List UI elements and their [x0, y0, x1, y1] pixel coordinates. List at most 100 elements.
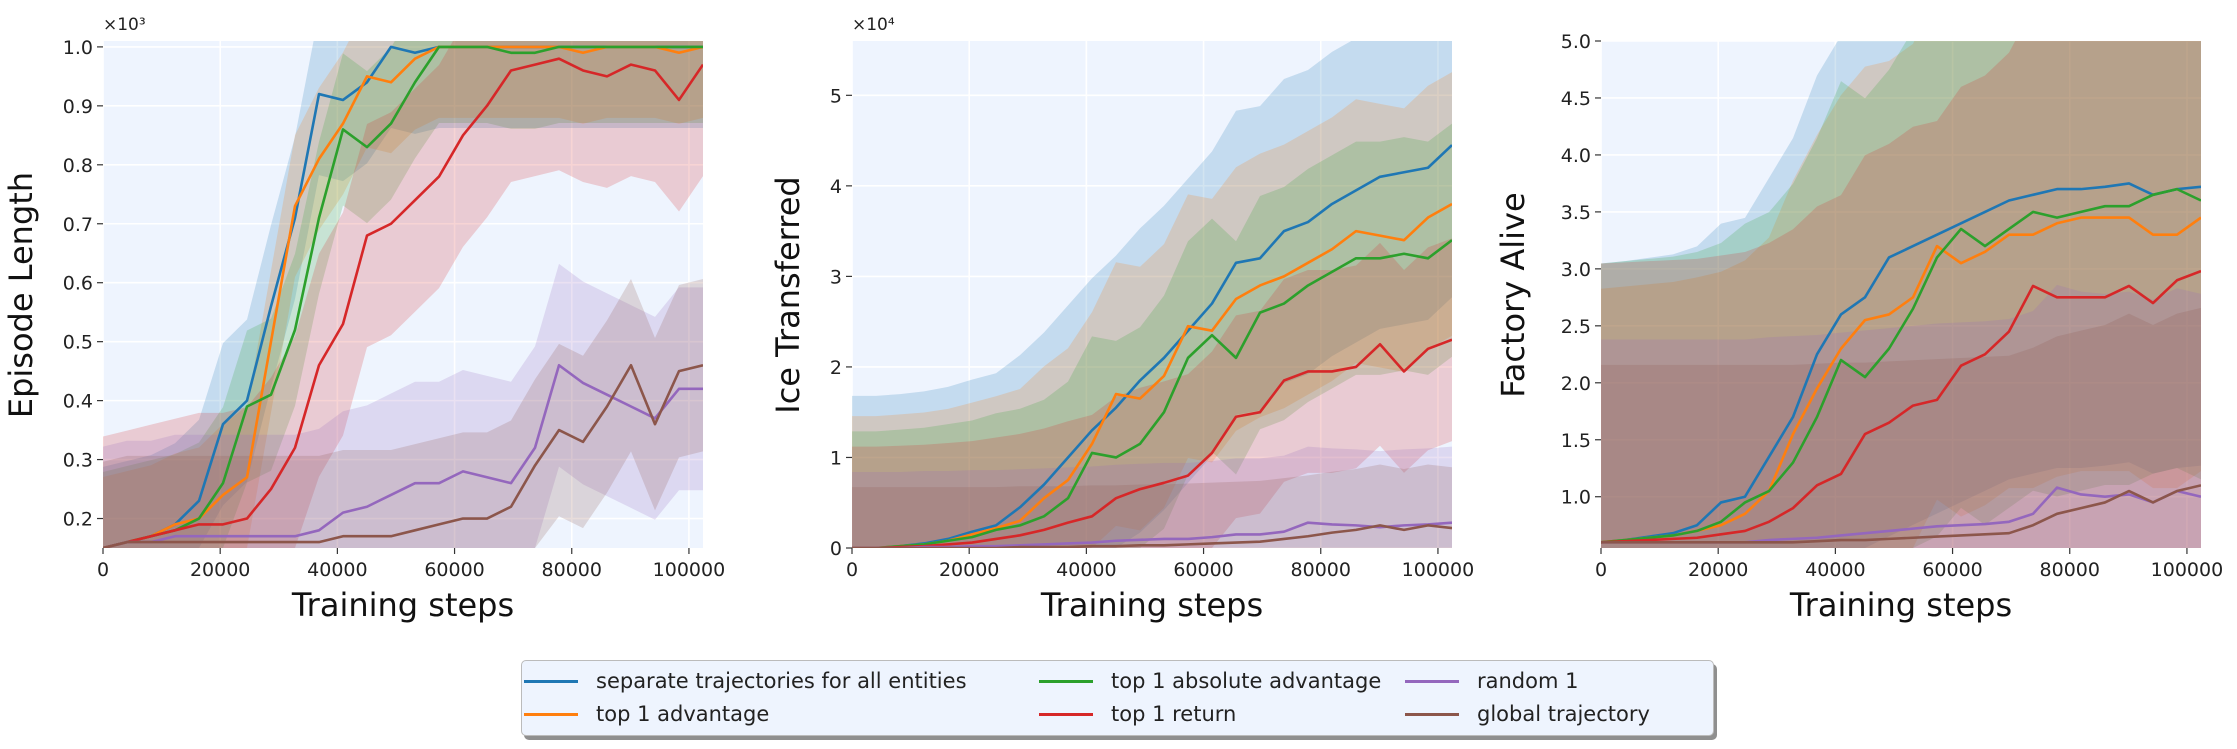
- legend-line-global: [1405, 712, 1459, 716]
- series-band: [103, 41, 703, 548]
- y-tick-label: 0.3: [63, 450, 93, 472]
- series-band: [1601, 41, 2201, 548]
- y-tick-label: 2: [830, 357, 842, 379]
- y-tick-label: 1.0: [63, 37, 93, 59]
- x-tick-label: 60000: [1922, 559, 1982, 581]
- y-tick-label: 3.0: [1561, 259, 1591, 281]
- series-band: [852, 123, 1452, 548]
- legend-label: random 1: [1477, 669, 1579, 693]
- x-tick-label: 100000: [2151, 559, 2224, 581]
- series-band: [852, 41, 1452, 548]
- y-tick-label: 0.7: [63, 214, 93, 236]
- legend-label: top 1 return: [1111, 702, 1237, 726]
- x-tick-label: 0: [97, 559, 109, 581]
- x-tick-label: 40000: [1056, 559, 1116, 581]
- legend-item: global trajectory: [1405, 700, 1650, 728]
- y-tick-label: 0.8: [63, 155, 93, 177]
- x-tick-label: 20000: [939, 559, 999, 581]
- series-band: [852, 446, 1452, 548]
- y-tick-label: 4.5: [1561, 88, 1591, 110]
- series-line: [103, 57, 703, 548]
- legend-label: global trajectory: [1477, 702, 1650, 726]
- chart-panel-1: 0 20000 40000 60000 80000 100000 0.2 0.3 0.4 0.5 0…: [2, 15, 726, 624]
- series-line: [103, 363, 703, 548]
- legend-label: separate trajectories for all entities: [596, 669, 967, 693]
- plot-series: [852, 41, 1452, 548]
- x-tick-label: 80000: [2040, 559, 2100, 581]
- plot-area: [103, 41, 703, 548]
- y-tick-label: 0.5: [63, 332, 93, 354]
- series-band: [852, 72, 1452, 548]
- y-axis-label: Episode Length: [2, 172, 40, 418]
- series-band: [1601, 41, 2201, 548]
- y-tick-label: 5: [830, 85, 842, 107]
- legend-line-top1-abs-advantage: [1039, 679, 1093, 683]
- x-tick-label: 80000: [1291, 559, 1351, 581]
- y-tick-label: 2.0: [1561, 373, 1591, 395]
- series-band: [103, 263, 703, 548]
- legend-line-top1-advantage: [524, 712, 578, 716]
- series-band: [1601, 284, 2201, 548]
- series-line: [1601, 187, 2201, 544]
- chart-panel-3: 0 20000 40000 60000 80000 100000 1.0 1.5 2.0 2.5 3…: [1494, 31, 2224, 624]
- x-tick-label: 40000: [1805, 559, 1865, 581]
- legend-line-separate: [524, 679, 578, 683]
- y-tick-label: 0.9: [63, 96, 93, 118]
- x-tick-label: 100000: [653, 559, 726, 581]
- plot-area: [852, 41, 1452, 548]
- y-axis-label: Ice Transferred: [769, 176, 807, 413]
- series-band: [103, 41, 703, 548]
- grid: [102, 41, 703, 548]
- series-band: [103, 41, 703, 548]
- plot-series: [103, 41, 703, 548]
- y-tick-label: 0.4: [63, 391, 93, 413]
- grid: [1600, 40, 2201, 548]
- x-tick-label: 60000: [1173, 559, 1233, 581]
- legend-item: top 1 advantage: [524, 700, 769, 728]
- y-tick-label: 0.6: [63, 273, 93, 295]
- y-tick-label: 1: [830, 447, 842, 469]
- series-line: [852, 338, 1452, 548]
- y-tick-label: 3.5: [1561, 202, 1591, 224]
- axis-multiplier: ×10³: [103, 15, 146, 35]
- x-tick-label: 100000: [1402, 559, 1475, 581]
- legend-item: random 1: [1405, 667, 1578, 695]
- y-tick-label: 2.5: [1561, 316, 1591, 338]
- series-line: [103, 45, 703, 548]
- legend-line-random1: [1405, 679, 1459, 683]
- series-band: [103, 279, 703, 548]
- y-tick-label: 3: [830, 266, 842, 288]
- series-line: [852, 239, 1452, 548]
- y-tick-label: 0: [830, 538, 842, 560]
- y-axis-label: Factory Alive: [1494, 192, 1532, 397]
- legend-item: top 1 return: [1039, 700, 1236, 728]
- series-line: [852, 144, 1452, 548]
- y-tick-label: 1.5: [1561, 430, 1591, 452]
- series-line: [1601, 182, 2201, 544]
- series-band: [1601, 41, 2201, 548]
- x-tick-label: 80000: [542, 559, 602, 581]
- legend-line-top1-return: [1039, 712, 1093, 716]
- plot-area: [1601, 41, 2201, 548]
- series-band: [103, 41, 703, 548]
- axis-multiplier: ×10⁴: [852, 15, 895, 35]
- series-line: [1601, 269, 2201, 544]
- legend-item: top 1 absolute advantage: [1039, 667, 1381, 695]
- y-tick-label: 1.0: [1561, 487, 1591, 509]
- x-tick-label: 0: [846, 559, 858, 581]
- x-axis-label: Training steps: [1789, 586, 2012, 624]
- x-axis-label: Training steps: [1040, 586, 1263, 624]
- y-tick-label: 5.0: [1561, 31, 1591, 53]
- x-tick-label: 20000: [190, 559, 250, 581]
- x-tick-label: 40000: [307, 559, 367, 581]
- legend-item: separate trajectories for all entities: [524, 667, 967, 695]
- legend-label: top 1 absolute advantage: [1111, 669, 1382, 693]
- series-line: [1601, 484, 2201, 544]
- series-line: [103, 363, 703, 548]
- series-line: [852, 524, 1452, 548]
- chart-panel-2: 0 20000 40000 60000 80000 100000 0 1 2 3 4 5 Trainin…: [769, 15, 1475, 624]
- x-tick-label: 20000: [1688, 559, 1748, 581]
- y-tick-label: 0.2: [63, 509, 93, 531]
- series-band: [1601, 41, 2201, 548]
